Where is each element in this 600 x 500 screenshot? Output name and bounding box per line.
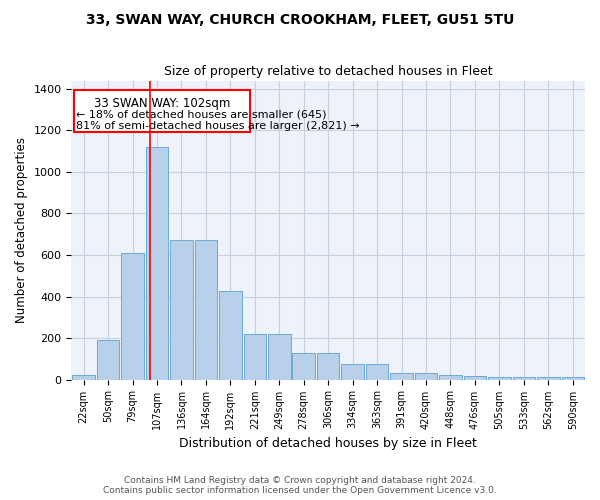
Bar bbox=[488, 377, 511, 380]
Bar bbox=[512, 378, 535, 380]
Bar bbox=[219, 292, 242, 380]
X-axis label: Distribution of detached houses by size in Fleet: Distribution of detached houses by size … bbox=[179, 437, 477, 450]
Bar bbox=[415, 374, 437, 380]
Text: 33 SWAN WAY: 102sqm: 33 SWAN WAY: 102sqm bbox=[94, 97, 230, 110]
Bar bbox=[317, 352, 340, 380]
Bar bbox=[537, 378, 560, 380]
Bar bbox=[194, 240, 217, 380]
Y-axis label: Number of detached properties: Number of detached properties bbox=[15, 137, 28, 323]
Title: Size of property relative to detached houses in Fleet: Size of property relative to detached ho… bbox=[164, 65, 493, 78]
FancyBboxPatch shape bbox=[74, 90, 250, 132]
Bar bbox=[170, 240, 193, 380]
Text: 81% of semi-detached houses are larger (2,821) →: 81% of semi-detached houses are larger (… bbox=[76, 122, 360, 132]
Bar bbox=[366, 364, 388, 380]
Bar bbox=[73, 376, 95, 380]
Bar bbox=[562, 378, 584, 380]
Bar bbox=[268, 334, 290, 380]
Bar bbox=[121, 253, 144, 380]
Bar bbox=[146, 147, 168, 380]
Bar bbox=[464, 376, 486, 380]
Text: Contains HM Land Registry data © Crown copyright and database right 2024.
Contai: Contains HM Land Registry data © Crown c… bbox=[103, 476, 497, 495]
Bar bbox=[292, 352, 315, 380]
Bar bbox=[244, 334, 266, 380]
Bar bbox=[341, 364, 364, 380]
Bar bbox=[97, 340, 119, 380]
Bar bbox=[391, 374, 413, 380]
Bar bbox=[439, 375, 462, 380]
Text: 33, SWAN WAY, CHURCH CROOKHAM, FLEET, GU51 5TU: 33, SWAN WAY, CHURCH CROOKHAM, FLEET, GU… bbox=[86, 12, 514, 26]
Text: ← 18% of detached houses are smaller (645): ← 18% of detached houses are smaller (64… bbox=[76, 110, 327, 120]
